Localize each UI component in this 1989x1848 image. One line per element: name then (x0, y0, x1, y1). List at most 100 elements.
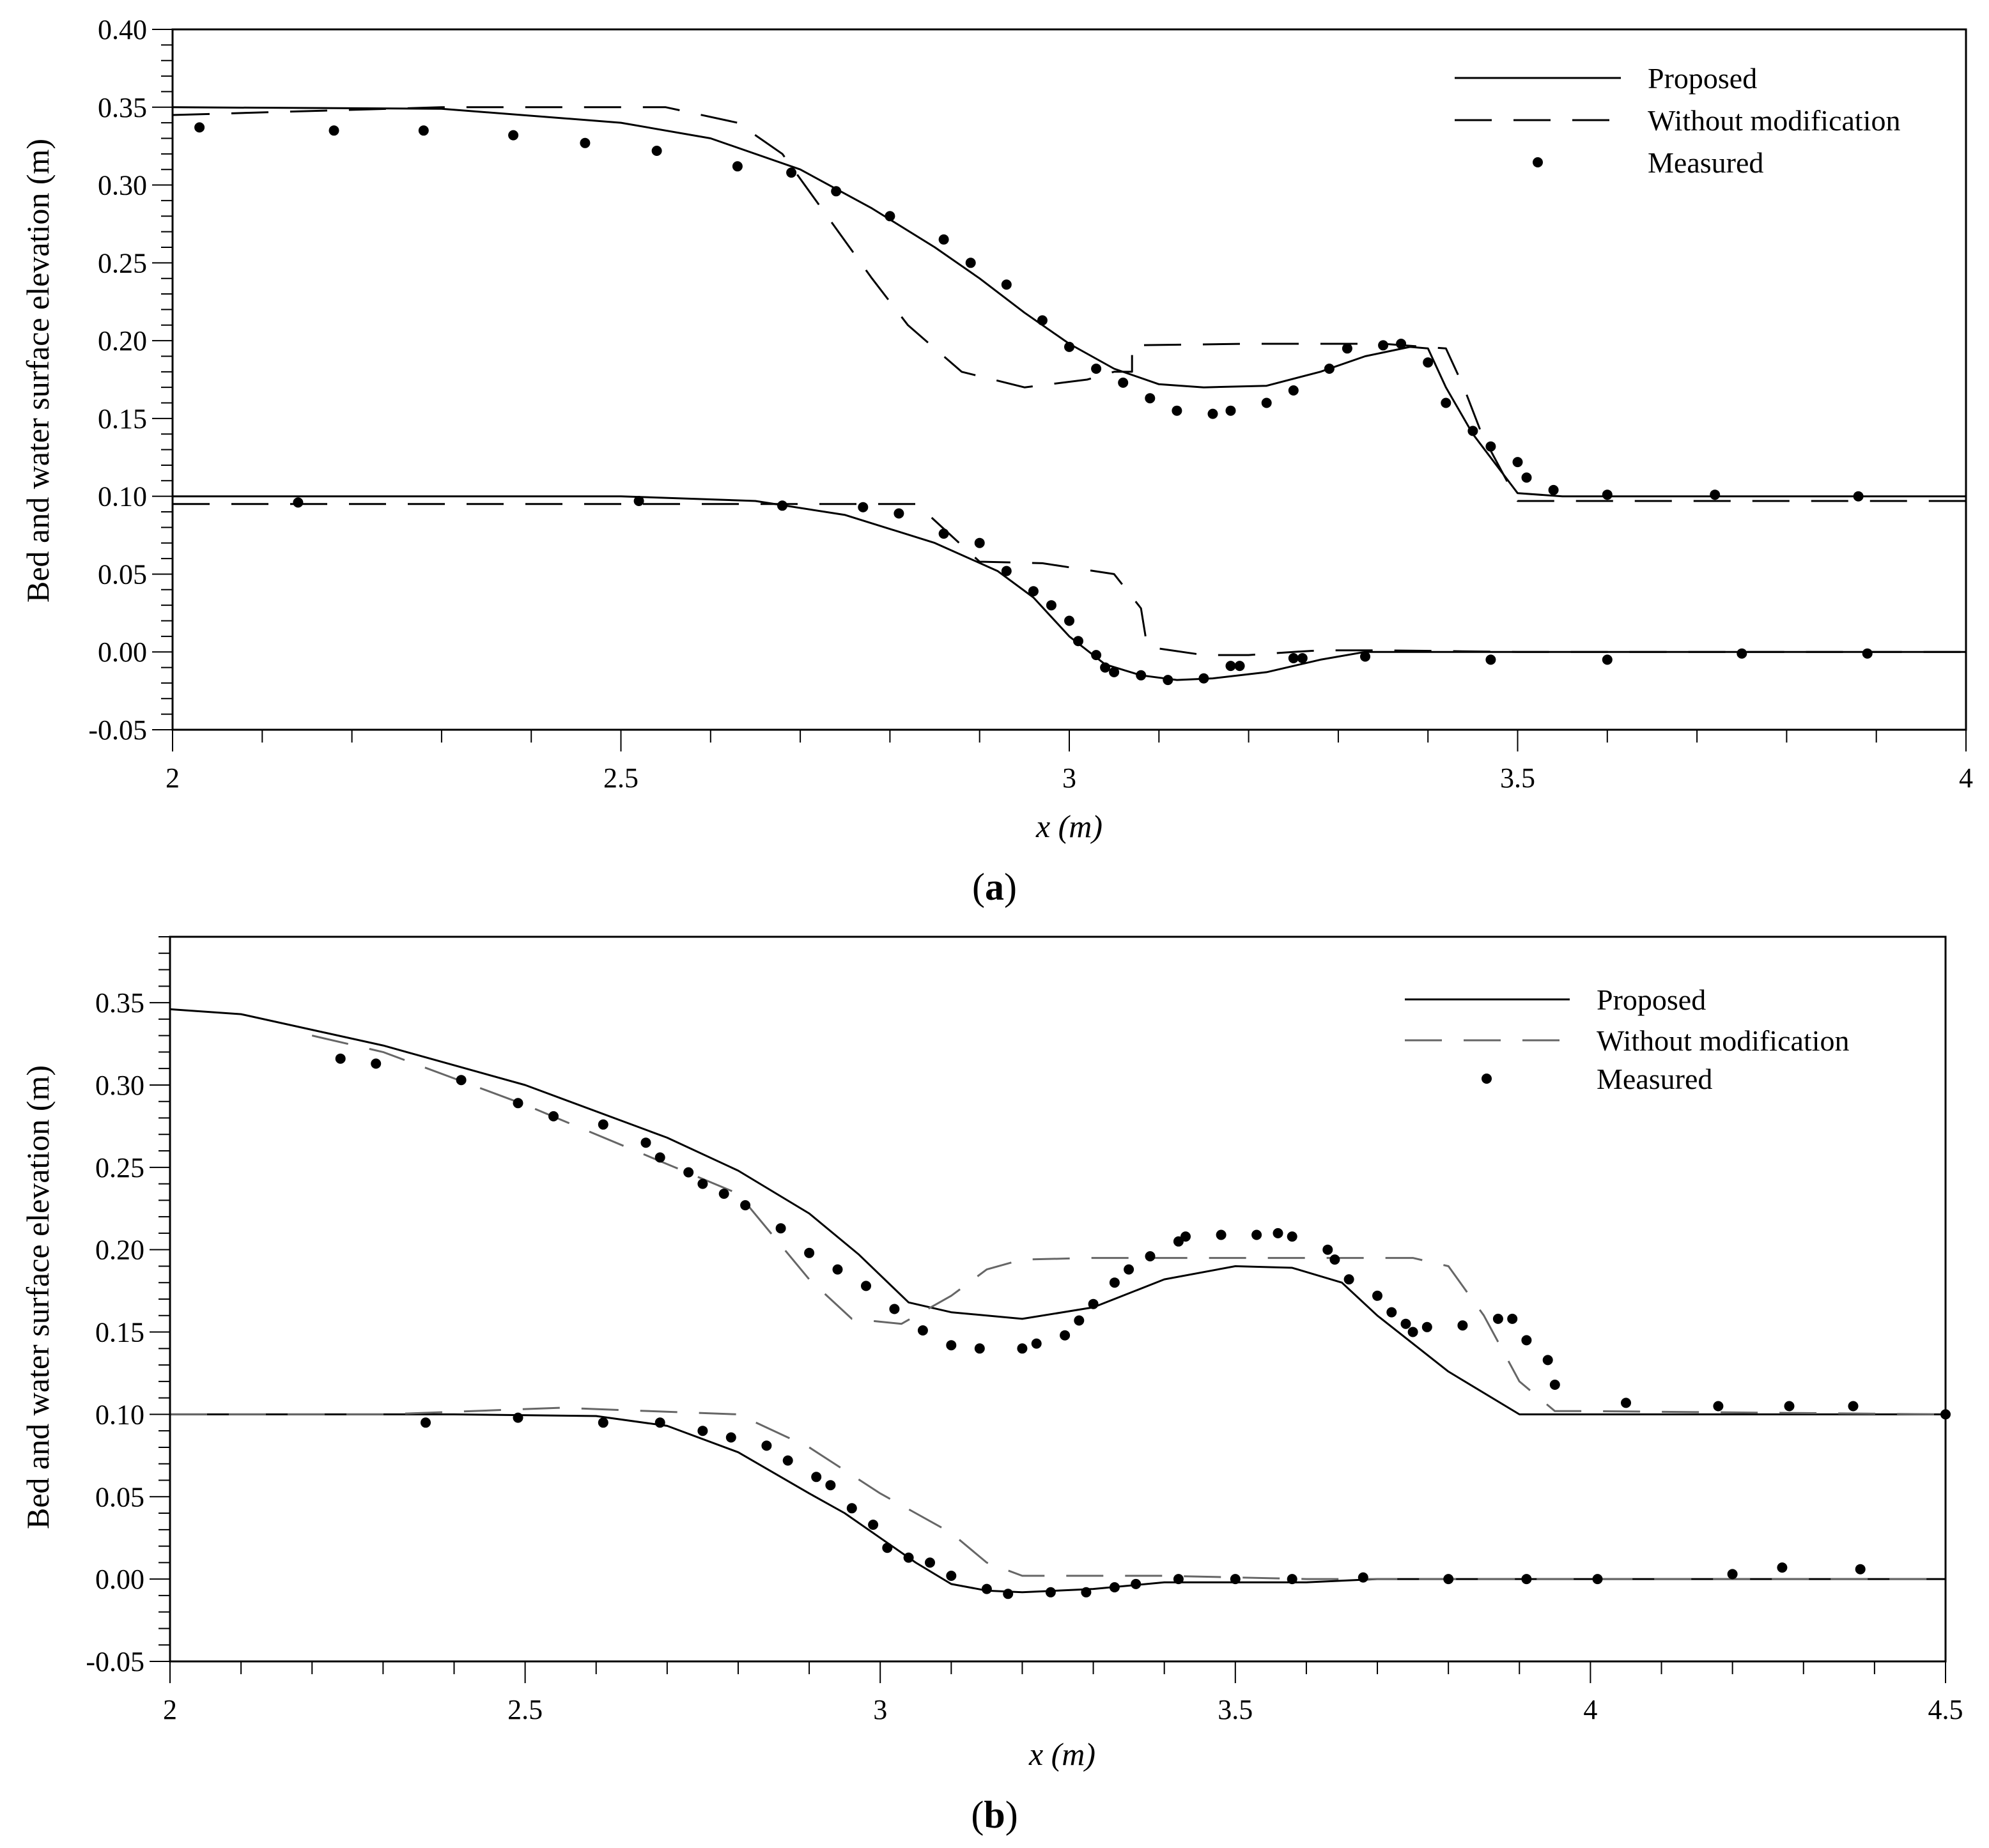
panel-b-proposed-water-surface-line (169, 1008, 1946, 1415)
panel-b-measured-point (903, 1552, 914, 1563)
panel-a-measured-point (1521, 472, 1532, 483)
y-tick-label: 0.15 (95, 1317, 144, 1348)
panel-b-measured-point (598, 1417, 608, 1428)
y-tick-label: 0.35 (95, 987, 144, 1019)
panel-a-measured-point (1037, 315, 1048, 326)
panel-b-measured-point (718, 1189, 729, 1199)
y-tick-label: 0.40 (98, 14, 147, 45)
panel-a-x-axis-title: x (m) (1035, 808, 1103, 844)
panel-b-measured-point (654, 1152, 665, 1163)
panel-a-measured-point (1001, 279, 1012, 290)
panel-b-measured-point (811, 1472, 822, 1482)
panel-b-measured-point (1386, 1307, 1397, 1318)
panel-b-measured-point (1777, 1562, 1788, 1573)
panel-b-measured-point (371, 1058, 382, 1069)
panel-b-measured-point (804, 1247, 815, 1258)
panel-b-measured-point (1855, 1564, 1866, 1575)
x-tick-label: 3 (1062, 762, 1076, 794)
panel-b-measured-point (1109, 1277, 1120, 1288)
panel-a-without-modification-water-surface-line (172, 106, 1966, 502)
panel-a-measured-point (732, 161, 743, 172)
panel-b-without-modification-bed-line (170, 1406, 1946, 1580)
panel-a-proposed-bed-line (173, 495, 1966, 681)
panel-b-measured-point (1031, 1338, 1042, 1349)
panel-a-measured-point (1467, 426, 1478, 436)
panel-b-measured-point (1017, 1343, 1028, 1354)
panel-b-measured-point (1542, 1355, 1553, 1366)
panel-b-measured-point (1492, 1313, 1503, 1324)
y-tick-label: 0.30 (95, 1070, 144, 1101)
panel-b-measured-point (1003, 1589, 1014, 1599)
panel-b-measured-point (1443, 1574, 1454, 1585)
panel-a-measured-point (651, 146, 662, 156)
panel-a-measured-point (1602, 489, 1613, 500)
y-tick-label: 0.25 (98, 247, 147, 279)
panel-b-measured-point (925, 1557, 935, 1568)
y-tick-label: 0.15 (98, 403, 147, 435)
y-tick-label: 0.20 (95, 1235, 144, 1266)
legend-measured-label: Measured (1597, 1063, 1712, 1095)
panel-a-measured-point (1288, 653, 1299, 663)
panel-b-measured-point (1124, 1264, 1134, 1275)
panel-b-measured-point (1251, 1229, 1262, 1240)
panel-b-measured-point (981, 1583, 992, 1594)
y-tick-label: 0.25 (95, 1152, 144, 1183)
panel-b-measured-point (1060, 1330, 1071, 1341)
panel-b-measured-point (1173, 1236, 1184, 1247)
panel-b-measured-point (1045, 1587, 1056, 1598)
panel-b-measured-point (782, 1455, 793, 1466)
panel-b-measured-point (1407, 1327, 1418, 1337)
panel-b-measured-point (1549, 1380, 1560, 1390)
panel-a-axes: -0.05 0.00 0.05 0.10 0.15 0.20 0.25 0.30 0.35 0.4… (88, 14, 1973, 794)
chart-panel-b: -0.05 0.00 0.05 0.10 0.15 0.20 0.25 0.30 0.35 2 2.… (20, 936, 1963, 1836)
panel-b-measured-point (1848, 1401, 1859, 1412)
panel-b-measured-point (761, 1440, 772, 1451)
panel-b-measured-point (683, 1167, 694, 1178)
panel-b-measured-point (421, 1417, 431, 1428)
panel-a-measured-point (1485, 654, 1496, 665)
panel-b-measured-point (740, 1200, 751, 1211)
panel-a-measured-point (1001, 566, 1012, 576)
x-tick-label: 4.5 (1928, 1694, 1963, 1725)
x-tick-label: 4 (1583, 1694, 1597, 1725)
panel-b-measured-point (946, 1340, 957, 1351)
legend-measured-marker (1533, 157, 1543, 167)
x-tick-label: 2.5 (507, 1694, 543, 1725)
panel-a-measured-point (1064, 341, 1074, 352)
panel-b-measured-point (640, 1137, 651, 1148)
panel-a-measured-point (1172, 405, 1182, 416)
panel-a-measured-point (858, 502, 869, 512)
panel-b-caption: (b) (971, 1794, 1018, 1836)
y-tick-label: 0.00 (98, 636, 147, 668)
panel-b-measured-point (974, 1343, 985, 1354)
panel-a-measured-point (786, 167, 797, 178)
panel-b-measured-point (1081, 1587, 1092, 1598)
panel-a-measured-point (1862, 648, 1873, 659)
y-tick-label: 0.05 (95, 1481, 144, 1513)
panel-b-measured-point (513, 1098, 523, 1109)
x-tick-label: 2 (166, 762, 180, 794)
y-tick-label: 0.35 (98, 92, 147, 123)
panel-b-measured-point (1074, 1315, 1085, 1326)
panel-b-measured-point (861, 1281, 871, 1291)
legend-measured-label: Measured (1648, 146, 1763, 179)
panel-a-y-axis-title: Bed and water surface elevation (m) (20, 139, 56, 603)
panel-a-measured-point (1710, 489, 1721, 500)
panel-a-measured-point (1324, 364, 1335, 374)
panel-a-measured-point (633, 496, 644, 506)
panel-b-measured-point (1230, 1574, 1241, 1585)
legend-measured-marker (1482, 1074, 1492, 1084)
panel-b-measured-point (1592, 1574, 1603, 1585)
panel-b-measured-point (335, 1053, 346, 1064)
panel-b-measured-point (456, 1075, 467, 1086)
y-tick-label: -0.05 (86, 1646, 144, 1677)
panel-a-measured-point (1548, 484, 1559, 495)
panel-b-measured-point (1173, 1574, 1184, 1585)
panel-a-measured-point (965, 258, 976, 268)
y-tick-label: 0.00 (95, 1564, 144, 1595)
panel-b-measured-point (1457, 1320, 1468, 1331)
chart-panel-a: -0.05 0.00 0.05 0.10 0.15 0.20 0.25 0.30 0.35 0.4… (20, 14, 1973, 908)
panel-b-measured-point (1145, 1251, 1156, 1261)
panel-a-measured-point (1109, 666, 1120, 677)
